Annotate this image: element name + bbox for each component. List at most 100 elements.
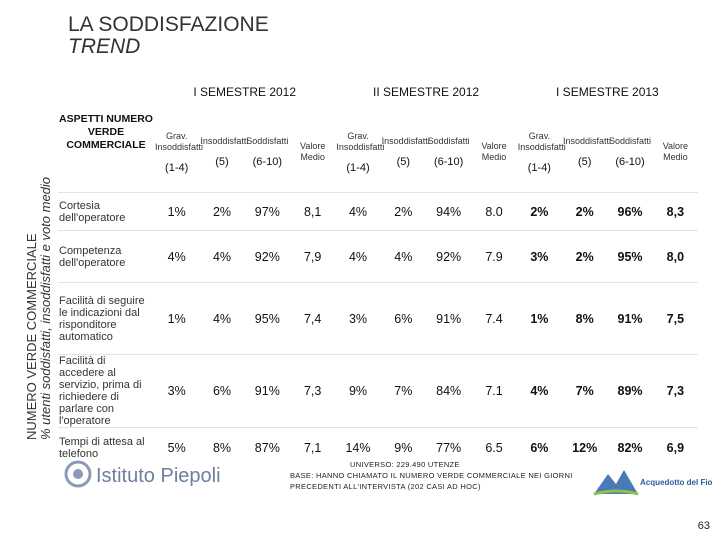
column-range: (1-4)	[165, 161, 189, 174]
partner-logo: Acquedotto del Fiora	[593, 470, 712, 496]
table-cell: 2%	[562, 230, 608, 283]
column-header: Grav. Insoddisfatti (1-4)	[517, 112, 566, 193]
table-row: Cortesia dell'operatore 1% 2% 97% 8,1 4% 2% 94%…	[58, 192, 699, 231]
table-cell: 1%	[154, 282, 200, 355]
table-cell: 8%	[199, 427, 245, 468]
column-header: Valore Medio	[471, 112, 516, 193]
table-cell: 8,3	[652, 192, 699, 231]
table-cell: 3%	[516, 230, 563, 283]
column-label: Grav. Insoddisfatti	[517, 130, 566, 152]
logo-icon	[73, 469, 83, 479]
table-cell: 9%	[335, 354, 381, 428]
period-header: I SEMESTRE 2013	[556, 85, 659, 99]
table-cell: 84%	[426, 354, 472, 428]
table-cell: 8%	[562, 282, 608, 355]
table-cell: 9%	[380, 427, 426, 468]
table-cell: 91%	[426, 282, 472, 355]
column-label: Insoddisfatti	[200, 136, 249, 146]
table-cell: 95%	[607, 230, 653, 283]
table-cell: 1%	[154, 192, 200, 231]
table-cell: 2%	[516, 192, 563, 231]
table-cell: 14%	[335, 427, 381, 468]
table-cell: 7.1	[471, 354, 517, 428]
table-row: Tempi di attesa al telefono 5% 8% 87% 7,1 14%…	[58, 427, 699, 468]
table-cell: 95%	[244, 282, 290, 355]
column-range: (5)	[396, 156, 411, 168]
column-range: (6-10)	[615, 156, 645, 168]
partner-text: Acquedotto del Fiora	[640, 478, 712, 487]
column-label: Grav. Insoddisfatti	[336, 130, 385, 152]
table-cell: 6,9	[652, 427, 699, 468]
table-cell: 12%	[562, 427, 608, 468]
column-label: Soddisfatti	[427, 136, 470, 146]
column-range: (6-10)	[252, 156, 282, 168]
table-cell: 4%	[199, 230, 245, 283]
table-cell: 97%	[244, 192, 290, 231]
period-header: II SEMESTRE 2012	[373, 85, 480, 99]
partner-icon	[593, 489, 639, 496]
period-header: I SEMESTRE 2012	[193, 85, 297, 99]
column-range: (5)	[577, 156, 592, 168]
table-cell: 8.0	[471, 192, 517, 231]
table-cell: 7%	[380, 354, 426, 428]
sidebar-subtitle: % utenti soddisfatti, insoddisfatti e vo…	[38, 177, 53, 440]
sidebar: NUMERO VERDE COMMERCIALE % utenti soddis…	[24, 177, 53, 440]
table-cell: 7.9	[471, 230, 517, 283]
table-cell: 96%	[607, 192, 653, 231]
base: BASE: HANNO CHIAMATO IL NUMERO VERDE COM…	[290, 471, 573, 491]
logo: Istituto Piepoli	[64, 460, 221, 488]
table-cell: 7%	[562, 354, 608, 428]
table-cell: 6.5	[471, 427, 517, 468]
column-label: Insoddisfatti	[381, 136, 430, 146]
title: LA SODDISFAZIONE	[68, 13, 269, 36]
table-cell: 7,4	[289, 282, 336, 355]
table-cell: 3%	[154, 354, 200, 428]
column-label: Valore Medio	[662, 141, 689, 162]
column-range: (1-4)	[527, 161, 551, 174]
header-row: ASPETTI NUMERO VERDE COMMERCIALE I SEMEST…	[58, 72, 698, 151]
table-cell: 77%	[426, 427, 472, 468]
table-cell: 91%	[607, 282, 653, 355]
table-cell: 7,3	[652, 354, 699, 428]
table-cell: 4%	[154, 230, 200, 283]
logo-text: Istituto Piepoli	[96, 465, 221, 487]
table-cell: 4%	[335, 192, 381, 231]
table-cell: 91%	[244, 354, 290, 428]
column-label: Grav. Insoddisfatti	[155, 130, 204, 152]
column-range: (6-10)	[433, 156, 464, 168]
table-cell: 3%	[335, 282, 381, 355]
table-cell: 4%	[335, 230, 381, 283]
table-cell: 2%	[380, 192, 426, 231]
row-label: Competenza dell'operatore	[58, 230, 154, 283]
table-cell: 6%	[380, 282, 426, 355]
column-range: (1-4)	[346, 161, 370, 174]
table-cell: 7,5	[652, 282, 699, 355]
table-cell: 4%	[199, 282, 245, 355]
column-header: Insoddisfatti (5)	[381, 112, 430, 193]
column-header: Insoddisfatti (5)	[199, 112, 248, 193]
column-label: Valore Medio	[299, 141, 326, 162]
column-label: Insoddisfatti	[563, 136, 612, 146]
table-cell: 2%	[562, 192, 608, 231]
column-header: Valore Medio	[653, 112, 698, 193]
title-block: LA SODDISFAZIONE TREND	[68, 14, 269, 58]
column-range: (5)	[215, 156, 229, 168]
table-cell: 7,3	[289, 354, 336, 428]
subtitle: TREND	[68, 35, 141, 58]
corner-header: ASPETTI NUMERO VERDE COMMERCIALE	[59, 112, 153, 151]
column-label: Soddisfatti	[609, 136, 652, 146]
table-row: Facilità di seguire le indicazioni dal r…	[58, 282, 699, 355]
header-row: Grav. Insoddisfatti (1-4) Insoddisfatti (5)…	[58, 112, 698, 193]
table-row: Facilità di accedere al servizio, prima …	[58, 354, 699, 428]
page-number: 63	[697, 520, 710, 532]
column-label: Soddisfatti	[246, 136, 289, 146]
row-label: Cortesia dell'operatore	[58, 192, 154, 231]
column-header: Soddisfatti (6-10)	[245, 112, 290, 193]
table-cell: 6%	[516, 427, 563, 468]
table-row: Competenza dell'operatore 4% 4% 92% 7,9 4% 4% 9…	[58, 230, 699, 283]
partner-icon	[594, 470, 638, 494]
column-header: Insoddisfatti (5)	[562, 112, 611, 193]
column-header: Valore Medio	[290, 112, 335, 193]
logo-icon	[64, 460, 92, 488]
universe: UNIVERSO: 229.490 UTENZE	[350, 460, 460, 469]
